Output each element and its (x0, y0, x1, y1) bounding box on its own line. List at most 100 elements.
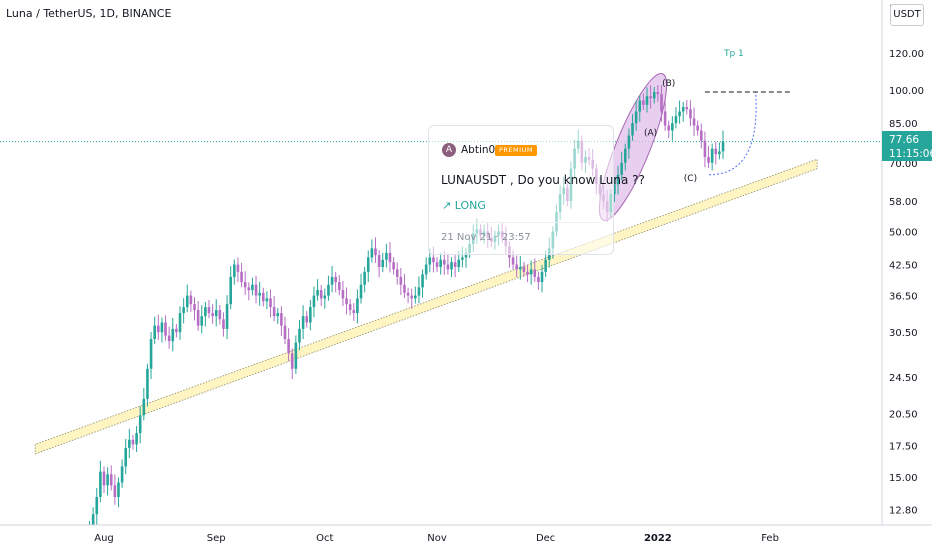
candle-body (385, 252, 388, 260)
currency-button[interactable]: USDT (890, 4, 924, 26)
candle-body (678, 111, 681, 117)
candle (214, 299, 218, 327)
candle-body (258, 292, 261, 296)
candle (453, 255, 457, 278)
candle-body (352, 310, 356, 314)
candle-body (171, 328, 175, 342)
candle-body (645, 96, 649, 105)
x-tick-label: 2022 (644, 533, 672, 544)
candle-body (428, 257, 432, 265)
support-channel[interactable] (34, 158, 818, 455)
candle-body (309, 307, 312, 323)
candle-body (453, 262, 457, 267)
candle-body (533, 269, 537, 277)
candle (345, 287, 348, 315)
candle-body (370, 248, 374, 258)
candle (519, 256, 522, 280)
candle (167, 326, 171, 349)
candle (696, 120, 699, 136)
candle-body (356, 298, 359, 314)
candle-body (660, 94, 663, 112)
candle-body (251, 284, 254, 291)
x-tick-label: Dec (536, 533, 555, 544)
candle-body (631, 123, 634, 136)
candle-body (175, 328, 178, 333)
candle-body (526, 271, 529, 275)
candle-body (519, 266, 522, 270)
candle (406, 287, 410, 304)
candle-body (620, 162, 623, 175)
candle (395, 262, 399, 285)
y-tick-label: 24.50 (889, 373, 918, 384)
candle (515, 255, 518, 278)
candle-body (160, 322, 164, 333)
candle-body (613, 184, 616, 195)
candle-body (243, 282, 247, 288)
candle (533, 258, 537, 283)
candle (301, 305, 305, 340)
candle (276, 308, 280, 324)
candle-body (247, 287, 251, 291)
candle (652, 87, 656, 104)
candle-body (120, 466, 124, 483)
candle-body (649, 96, 652, 99)
candle (207, 300, 211, 319)
candle (330, 265, 334, 293)
candle (352, 303, 356, 321)
candle (392, 257, 395, 275)
author-avatar[interactable]: A (442, 143, 456, 157)
candle-body (450, 262, 453, 270)
time-axis[interactable] (0, 525, 932, 550)
x-tick-label: Oct (316, 533, 333, 544)
candle (522, 261, 526, 278)
candle (283, 316, 287, 345)
candle-body (254, 284, 258, 296)
candle-body (388, 252, 392, 263)
candle (529, 260, 533, 285)
x-tick-label: Aug (94, 533, 114, 544)
candle-body (211, 313, 214, 317)
candle-body (627, 135, 631, 149)
candle (265, 291, 269, 309)
last-price-tag: 77.66 11:15:06 (882, 131, 932, 161)
price-axis[interactable] (882, 0, 932, 550)
candle (258, 281, 261, 306)
candle-body (149, 339, 153, 369)
candle-body (377, 255, 381, 267)
candle-body (276, 313, 280, 317)
idea-title[interactable]: LUNAUSDT , Do you know Luna ?? (441, 173, 645, 187)
candle-body (102, 471, 106, 486)
candle (710, 143, 714, 171)
candle-body (334, 276, 337, 283)
wave-label: (B) (662, 79, 675, 89)
candle (366, 250, 370, 283)
wave-label: (C) (684, 174, 697, 184)
candle-body (529, 269, 533, 275)
candle-body (689, 109, 692, 119)
candle (106, 467, 109, 496)
candle-body (113, 485, 117, 497)
trade-direction: ↗ LONG (442, 199, 486, 212)
candle-body (721, 141, 725, 152)
idea-date: 21 Nov 21 · 23:57 (441, 232, 531, 243)
candle (290, 348, 294, 380)
candle (164, 315, 167, 341)
candle (109, 465, 113, 491)
symbol-title[interactable]: Luna / TetherUS, 1D, BINANCE (6, 7, 172, 20)
candle (193, 297, 196, 321)
candle-body (638, 100, 642, 112)
y-tick-label: 30.50 (889, 328, 918, 339)
trend-up-icon: ↗ (442, 199, 452, 212)
candle (243, 271, 247, 296)
candle (334, 271, 337, 293)
author-name[interactable]: Abtin00 (461, 144, 502, 156)
candle-body (157, 325, 160, 333)
idea-card[interactable]: A Abtin00 PREMIUM LUNAUSDT , Do you know… (428, 125, 645, 255)
candle-body (671, 123, 674, 131)
projection-path[interactable] (709, 92, 757, 176)
candle (102, 466, 106, 494)
candle-body (280, 313, 283, 326)
candle-body (718, 151, 721, 155)
